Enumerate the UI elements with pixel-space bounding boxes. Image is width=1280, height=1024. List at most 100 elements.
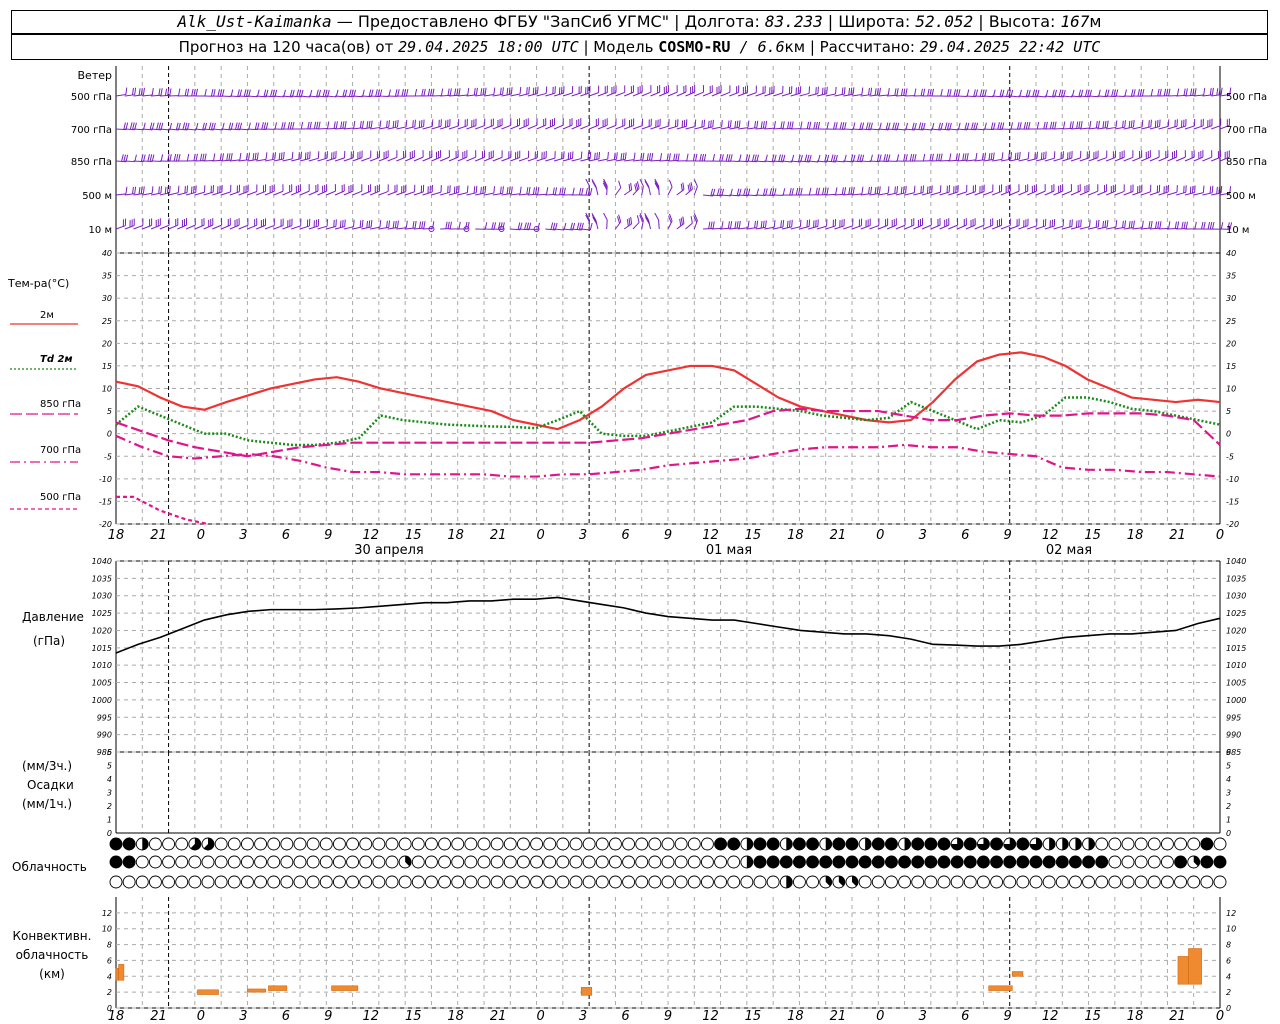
wind-barb: [694, 91, 704, 97]
wind-barb: [816, 225, 827, 230]
wind-barb-feather: [699, 153, 702, 162]
wind-barb-feather: [493, 87, 496, 95]
wind-barb-feather: [607, 152, 609, 160]
wind-barb-feather: [427, 88, 431, 96]
wind-barb: [913, 192, 924, 196]
cloud-circle: [924, 875, 938, 889]
cloud-circle: [963, 855, 977, 869]
wind-barb: [194, 224, 205, 230]
cloud-circle: [674, 855, 688, 869]
wind-barb-feather: [955, 89, 959, 97]
cloud-circle: [595, 875, 609, 889]
wind-barb-feather: [905, 88, 908, 96]
cloud-circle: [871, 855, 885, 869]
wind-barb-feather: [999, 122, 1003, 130]
cloud-circle: [201, 855, 215, 869]
wind-barb-feather: [751, 154, 755, 162]
wind-barb-feather: [309, 121, 312, 129]
wind-barb-feather: [342, 121, 345, 129]
wind-barb: [1176, 125, 1186, 130]
wind-barb-feather: [642, 152, 645, 160]
wind-barb: [378, 126, 389, 130]
wind-barb-feather: [782, 121, 785, 129]
wind-barb-feather: [596, 152, 598, 160]
wind-barb-feather: [929, 153, 932, 161]
wind-barb: [256, 158, 267, 162]
cloud-title: Облачность: [12, 860, 87, 874]
wind-barb: [992, 128, 1003, 131]
wind-barb-feather: [272, 89, 275, 97]
wind-barb: [343, 127, 354, 130]
pres-ytick-left: 1030: [92, 592, 112, 601]
wind-barb-feather: [639, 212, 644, 221]
wind-barb: [606, 158, 617, 162]
wind-barb: [939, 191, 950, 196]
cloud-sector: [1062, 838, 1069, 850]
wind-barb-feather: [896, 88, 899, 96]
cloud-sector: [786, 876, 793, 888]
wind-barb-feather: [1150, 220, 1153, 229]
cloud-circle: [359, 837, 373, 851]
wind-barb-feather: [1216, 186, 1218, 194]
convective-bar: [331, 985, 359, 991]
wind-barb-feather: [204, 153, 207, 161]
wind-barb-feather: [500, 222, 503, 230]
cloud-circle: [819, 855, 833, 869]
cloud-circle: [451, 875, 465, 889]
wind-barb-feather: [1220, 185, 1223, 194]
wind-barb-feather: [388, 120, 390, 128]
wind-barb: [816, 160, 827, 163]
wind-barb-feather: [1019, 122, 1022, 130]
wind-barb: [1219, 192, 1230, 196]
wind-barb: [606, 91, 617, 97]
wind-barb: [1132, 126, 1143, 130]
wind-barb-feather: [335, 121, 338, 129]
wind-barb-feather: [648, 153, 652, 161]
wind-barb-feather: [754, 220, 756, 228]
wind-barb-feather: [473, 88, 476, 96]
pres-ytick-right: 1035: [1226, 574, 1246, 583]
wind-barb: [580, 124, 590, 130]
wind-barb: [115, 128, 127, 131]
convective-bar: [118, 964, 125, 981]
wind-barb: [1097, 157, 1107, 162]
hour-label: 9: [324, 528, 332, 543]
prec-unit-3h: (мм/3ч.): [22, 759, 72, 773]
wind-barb-feather: [955, 153, 958, 161]
wind-barb: [519, 228, 530, 231]
wind-barb-feather: [1032, 89, 1036, 97]
wind-barb: [1053, 190, 1063, 196]
wind-barb: [764, 226, 775, 230]
wind-barb: [930, 128, 941, 131]
wind-barb-feather: [938, 153, 941, 161]
wind-barb-feather: [379, 120, 382, 128]
wind-barb: [1149, 126, 1160, 130]
wind-barb-feather: [841, 122, 845, 130]
wind-barb-feather: [971, 122, 974, 130]
cloud-circle: [293, 837, 307, 851]
wind-barb: [396, 227, 407, 230]
wind-barb-feather: [134, 154, 137, 162]
alt-value: 167: [1060, 12, 1090, 31]
cloud-circle: [832, 837, 846, 851]
wind-barb-feather: [585, 212, 590, 221]
wind-barb-feather: [613, 152, 616, 160]
wind-barb: [299, 158, 310, 162]
wind-barb: [632, 159, 643, 162]
wind-barb: [843, 160, 854, 163]
wind-barb-feather: [519, 86, 522, 95]
cloud-circle: [700, 875, 714, 889]
wind-barb: [501, 93, 512, 97]
wind-barb-feather: [909, 153, 913, 162]
wind-barb-feather: [870, 154, 873, 162]
wind-barb-feather: [591, 214, 597, 223]
wind-barb: [1044, 190, 1055, 196]
wind-barb-feather: [491, 222, 494, 230]
wind-barb-feather: [734, 221, 737, 229]
wind-barb-feather: [528, 222, 532, 230]
wind-barb: [264, 224, 275, 230]
hour-label: 15: [745, 528, 762, 543]
hour-label-bottom: 15: [405, 1009, 422, 1024]
pres-ytick-right: 1025: [1226, 609, 1246, 618]
wind-barb-feather: [654, 178, 660, 187]
